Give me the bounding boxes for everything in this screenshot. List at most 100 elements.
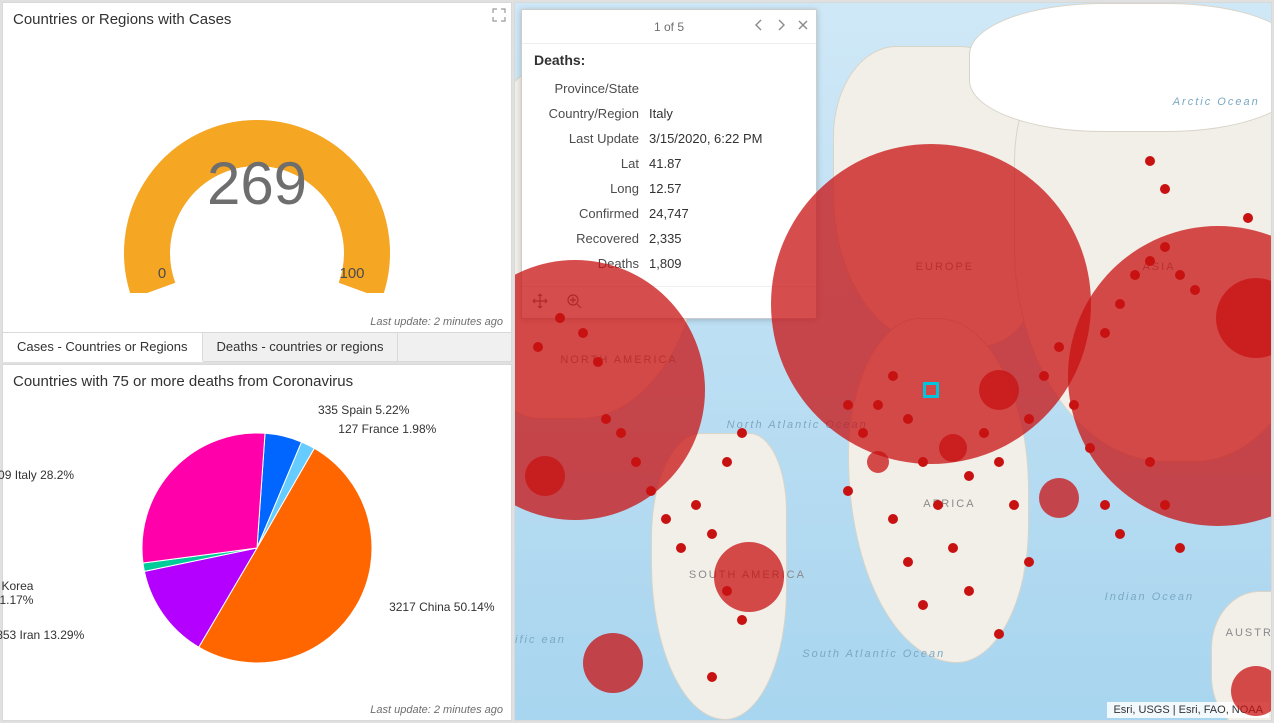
case-dot[interactable] [1024,414,1034,424]
pie-label: 127 France 1.98% [338,422,436,436]
case-dot[interactable] [903,557,913,567]
case-dot[interactable] [578,328,588,338]
popup-row: Recovered2,335 [534,226,804,251]
dashboard-root: Countries or Regions with Cases 0 100 26… [0,0,1274,723]
case-dot[interactable] [964,471,974,481]
case-circle[interactable] [525,456,565,496]
case-dot[interactable] [994,457,1004,467]
case-dot[interactable] [1009,500,1019,510]
popup-close-icon[interactable] [796,18,810,35]
case-dot[interactable] [1039,371,1049,381]
gauge-panel: Countries or Regions with Cases 0 100 26… [2,2,512,362]
gauge-tabs: Cases - Countries or Regions Deaths - co… [3,332,511,361]
case-dot[interactable] [1243,213,1253,223]
case-dot[interactable] [1190,285,1200,295]
case-circle[interactable] [583,633,643,693]
case-dot[interactable] [1085,443,1095,453]
case-dot[interactable] [691,500,701,510]
case-circle[interactable] [867,451,889,473]
svg-text:100: 100 [339,265,364,282]
case-dot[interactable] [1160,242,1170,252]
case-dot[interactable] [1069,400,1079,410]
case-dot[interactable] [631,457,641,467]
pie-panel: Countries with 75 or more deaths from Co… [2,364,512,721]
case-dot[interactable] [1175,270,1185,280]
tab-cases[interactable]: Cases - Countries or Regions [3,333,203,362]
pie-chart: 335 Spain 5.22%127 France 1.98%3217 Chin… [3,394,511,702]
case-dot[interactable] [1160,500,1170,510]
case-dot[interactable] [722,586,732,596]
map-canvas[interactable]: NORTH AMERICA SOUTH AMERICA AFRICA EUROP… [515,3,1271,720]
pie-label: 1809 Italy 28.2% [0,468,74,482]
popup-row: Country/RegionItaly [534,101,804,126]
popup-prev-icon[interactable] [752,18,766,35]
case-dot[interactable] [1145,256,1155,266]
case-dot[interactable] [964,586,974,596]
label-pac: ific ean [515,634,566,646]
gauge-chart: 0 100 269 [3,32,511,314]
case-dot[interactable] [888,371,898,381]
tab-deaths[interactable]: Deaths - countries or regions [203,333,399,361]
popup-key: Recovered [534,231,649,246]
case-circle[interactable] [714,542,784,612]
label-ind: Indian Ocean [1105,591,1194,603]
case-dot[interactable] [737,615,747,625]
svg-text:0: 0 [158,265,166,282]
popup-header: 1 of 5 [522,10,816,44]
case-dot[interactable] [948,543,958,553]
gauge-title: Countries or Regions with Cases [3,3,511,32]
pie-title: Countries with 75 or more deaths from Co… [3,365,511,394]
case-circle[interactable] [1039,478,1079,518]
pie-slice[interactable] [142,433,265,563]
case-dot[interactable] [994,629,1004,639]
case-dot[interactable] [903,414,913,424]
popup-row: Lat41.87 [534,151,804,176]
case-circle[interactable] [771,144,1091,464]
case-dot[interactable] [707,672,717,682]
case-dot[interactable] [707,529,717,539]
popup-value: 24,747 [649,206,689,221]
case-dot[interactable] [1115,299,1125,309]
popup-row: Province/State [534,76,804,101]
case-dot[interactable] [533,342,543,352]
case-dot[interactable] [933,500,943,510]
case-dot[interactable] [1145,457,1155,467]
case-dot[interactable] [918,457,928,467]
case-dot[interactable] [858,428,868,438]
popup-value: 1,809 [649,256,682,271]
case-dot[interactable] [646,486,656,496]
case-dot[interactable] [1115,529,1125,539]
case-dot[interactable] [676,543,686,553]
popup-next-icon[interactable] [774,18,788,35]
case-circle[interactable] [939,434,967,462]
pie-footer: Last update: 2 minutes ago [3,702,511,720]
case-dot[interactable] [1160,184,1170,194]
case-dot[interactable] [616,428,626,438]
selected-feature[interactable] [923,382,939,398]
case-dot[interactable] [1100,500,1110,510]
case-dot[interactable] [888,514,898,524]
case-circle[interactable] [979,370,1019,410]
case-dot[interactable] [843,486,853,496]
case-dot[interactable] [593,357,603,367]
case-dot[interactable] [661,514,671,524]
case-dot[interactable] [918,600,928,610]
case-dot[interactable] [722,457,732,467]
case-dot[interactable] [843,400,853,410]
popup-row: Confirmed24,747 [534,201,804,226]
case-dot[interactable] [1130,270,1140,280]
case-dot[interactable] [1054,342,1064,352]
case-dot[interactable] [1100,328,1110,338]
case-dot[interactable] [555,313,565,323]
popup-value: 12.57 [649,181,682,196]
case-dot[interactable] [601,414,611,424]
expand-icon[interactable] [491,7,507,23]
case-dot[interactable] [873,400,883,410]
case-dot[interactable] [1145,156,1155,166]
pie-label: 335 Spain 5.22% [318,403,409,417]
case-dot[interactable] [979,428,989,438]
popup-value: 41.87 [649,156,682,171]
case-dot[interactable] [737,428,747,438]
case-dot[interactable] [1024,557,1034,567]
case-dot[interactable] [1175,543,1185,553]
